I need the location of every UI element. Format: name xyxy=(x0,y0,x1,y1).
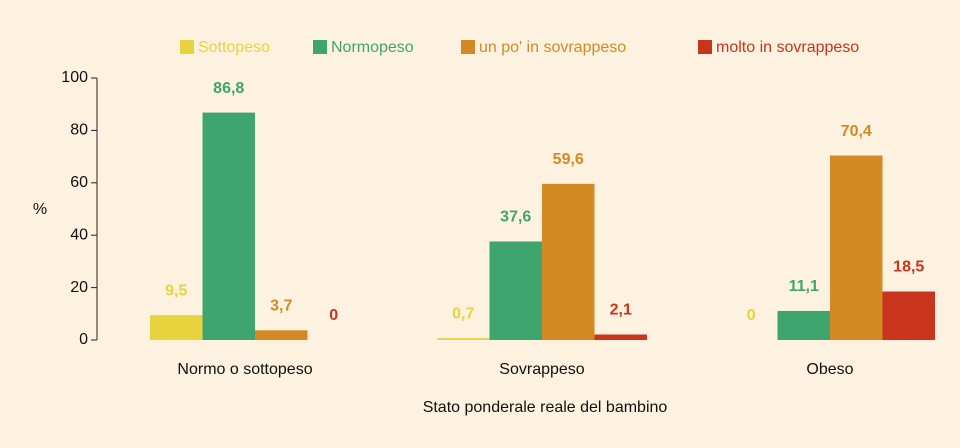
value-label: 18,5 xyxy=(893,259,924,276)
y-axis-label: % xyxy=(33,201,47,218)
value-label: 37,6 xyxy=(500,209,531,226)
value-label: 59,6 xyxy=(553,151,584,168)
value-label: 3,7 xyxy=(270,298,292,315)
y-tick-label: 20 xyxy=(70,279,88,296)
value-label: 86,8 xyxy=(213,80,244,97)
bar xyxy=(594,334,647,340)
y-tick-label: 40 xyxy=(70,226,88,243)
legend-label: un po' in sovrappeso xyxy=(479,39,626,56)
value-label: 11,1 xyxy=(789,278,819,295)
value-label: 2,1 xyxy=(610,302,632,319)
bar xyxy=(202,112,255,340)
y-tick-label: 80 xyxy=(70,122,88,139)
legend-swatch xyxy=(698,40,712,54)
x-tick-label: Obeso xyxy=(806,361,853,378)
bar xyxy=(437,338,490,340)
legend-swatch xyxy=(461,40,475,54)
bar xyxy=(777,310,830,340)
value-label: 9,5 xyxy=(165,282,187,299)
x-axis-label: Stato ponderale reale del bambino xyxy=(423,399,668,416)
x-tick-label: Sovrappeso xyxy=(499,361,584,378)
x-tick-label: Normo o sottopeso xyxy=(177,361,312,378)
bar xyxy=(882,291,935,340)
y-tick-label: 60 xyxy=(70,174,88,191)
value-label: 0 xyxy=(329,307,338,324)
value-label: 0,7 xyxy=(452,305,474,322)
legend-swatch xyxy=(313,40,327,54)
bar xyxy=(255,330,308,340)
bar xyxy=(150,315,203,340)
legend-swatch xyxy=(180,40,194,54)
legend-label: molto in sovrappeso xyxy=(716,39,859,56)
y-tick-label: 0 xyxy=(79,331,88,348)
bar xyxy=(830,155,883,340)
legend-label: Normopeso xyxy=(331,39,414,56)
value-label: 0 xyxy=(747,307,756,324)
value-label: 70,4 xyxy=(841,123,872,140)
y-tick-label: 100 xyxy=(61,69,88,86)
bar xyxy=(542,183,595,340)
bar xyxy=(489,241,542,340)
legend-label: Sottopeso xyxy=(198,39,270,56)
